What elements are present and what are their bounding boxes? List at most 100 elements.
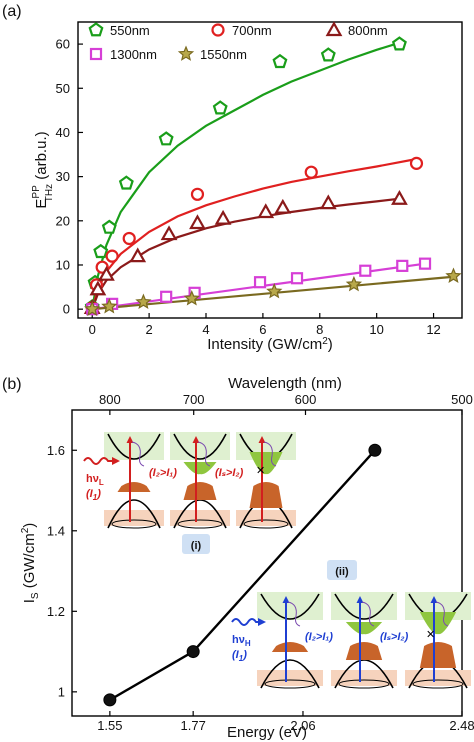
photon-arrowhead-low <box>112 457 120 465</box>
inset-ii-badge <box>327 560 357 580</box>
plot-frame-a <box>77 21 463 319</box>
y-axis-label-a: EPP THz (arb.u.) <box>31 131 55 208</box>
y-tick-label-a: 60 <box>56 37 70 52</box>
conduction-bg <box>170 432 230 460</box>
valence-ellipse <box>111 519 157 529</box>
valence-fill <box>345 642 383 660</box>
point-800nm <box>391 189 408 205</box>
point-1300nm <box>290 272 304 285</box>
x-tick-label-a: 12 <box>426 322 440 337</box>
legend-marker-1550nm <box>177 45 195 61</box>
relaxation-curve <box>361 601 375 627</box>
legend-label-550nm: 550nm <box>110 23 150 38</box>
x-tick-label-a: 0 <box>89 322 96 337</box>
conduction-band <box>260 593 320 620</box>
x-tick-label-b: 1.55 <box>97 718 122 733</box>
band-cell-i-3 <box>236 432 296 529</box>
intensity-i1-low: (I1) <box>86 488 101 502</box>
y-tick-label-a: 40 <box>56 125 70 140</box>
legend-marker-550nm <box>88 22 104 37</box>
panel-b-label: (b) <box>2 376 22 393</box>
panel-a-label: (a) <box>2 3 22 20</box>
fit-line-700nm <box>91 157 417 310</box>
point-550nm <box>272 53 288 69</box>
inset-ii-label: (ii) <box>335 566 349 578</box>
point-550nm <box>118 175 134 190</box>
saturation-intensity-point <box>103 693 117 707</box>
conduction-fill <box>345 622 383 635</box>
valence-fill <box>117 482 151 492</box>
photon-wave-low <box>83 457 114 465</box>
x2-tick-label-b: 600 <box>295 392 317 407</box>
conduction-bg <box>257 592 323 620</box>
blocked-transition-high: ✕ <box>426 629 435 641</box>
label-is-gt-i2-high: (Iₛ>I₂) <box>380 631 409 643</box>
photon-wave-high <box>231 618 260 626</box>
transition-arrowhead <box>282 596 290 603</box>
x-tick-label-a: 8 <box>316 322 323 337</box>
y-tick-label-a: 0 <box>63 302 70 317</box>
x-tick-label-b: 2.48 <box>449 718 474 733</box>
valence-bg <box>331 670 397 686</box>
band-cell-i-1 <box>104 432 164 529</box>
point-1300nm <box>359 264 372 277</box>
intensity-i1-high: (I1) <box>232 649 247 663</box>
point-1300nm <box>418 257 432 270</box>
y-tick-label-a: 50 <box>56 81 70 96</box>
valence-band <box>107 499 161 529</box>
point-1550nm <box>84 300 101 317</box>
legend-marker-1300nm <box>89 47 103 61</box>
band-cell-ii-2 <box>331 592 397 689</box>
x-tick-label-a: 6 <box>259 322 266 337</box>
inset-i-label: (i) <box>191 540 202 552</box>
x2-axis-label-b: Wavelength (nm) <box>228 375 342 392</box>
point-800nm <box>98 265 115 281</box>
point-1300nm <box>160 290 173 303</box>
valence-fill <box>249 482 283 508</box>
point-800nm <box>214 209 232 225</box>
conduction-fill <box>419 612 457 635</box>
transition-arrowhead <box>356 596 364 603</box>
point-1550nm <box>445 267 462 283</box>
label-i2-gt-i1-high: (I₂>I₁) <box>305 631 333 643</box>
valence-ellipse <box>177 519 223 529</box>
point-800nm <box>257 203 275 219</box>
point-800nm <box>274 198 292 214</box>
point-800nm <box>189 214 206 230</box>
legend-label-1550nm: 1550nm <box>200 47 247 62</box>
band-cell-ii-3 <box>405 592 471 689</box>
x-axis-label-b: Energy (eV) <box>227 724 307 741</box>
saturation-intensity-point <box>368 443 382 457</box>
transition-arrowhead <box>126 436 134 443</box>
transition-arrowhead <box>258 436 266 443</box>
point-800nm <box>129 247 147 263</box>
valence-bg <box>170 510 230 526</box>
point-550nm <box>212 100 228 115</box>
point-1550nm <box>266 282 283 299</box>
x-tick-label-b: 2.06 <box>290 718 315 733</box>
saturation-intensity-point <box>186 645 200 659</box>
y-tick-label-a: 10 <box>56 257 70 272</box>
valence-band <box>334 659 394 689</box>
x-tick-label-a: 10 <box>369 322 383 337</box>
conduction-band <box>107 433 161 460</box>
valence-ellipse <box>264 679 316 689</box>
valence-bg <box>257 670 323 686</box>
relaxation-curve <box>435 601 449 627</box>
label-is-gt-i2-low: (Iₛ>I₂) <box>215 467 244 479</box>
point-550nm <box>158 131 174 146</box>
point-550nm <box>320 47 336 62</box>
point-1300nm <box>253 276 267 289</box>
point-700nm <box>190 187 205 201</box>
conduction-band <box>334 593 394 620</box>
valence-fill <box>419 642 457 668</box>
chart-b: 1.55 1.77 2.06 2.48 800 700 600 500 Wavelength (… <box>20 375 474 741</box>
point-800nm <box>319 194 337 210</box>
point-800nm <box>160 225 178 241</box>
legend-label-800nm: 800nm <box>348 23 388 38</box>
y-axis-label-b: IS (GW/cm2) <box>20 523 41 604</box>
label-i2-gt-i1-low: (I₂>I₁) <box>149 467 177 479</box>
x-tick-label-a: 2 <box>145 322 152 337</box>
y-tick-label-a: 20 <box>56 213 70 228</box>
valence-bg <box>104 510 164 526</box>
